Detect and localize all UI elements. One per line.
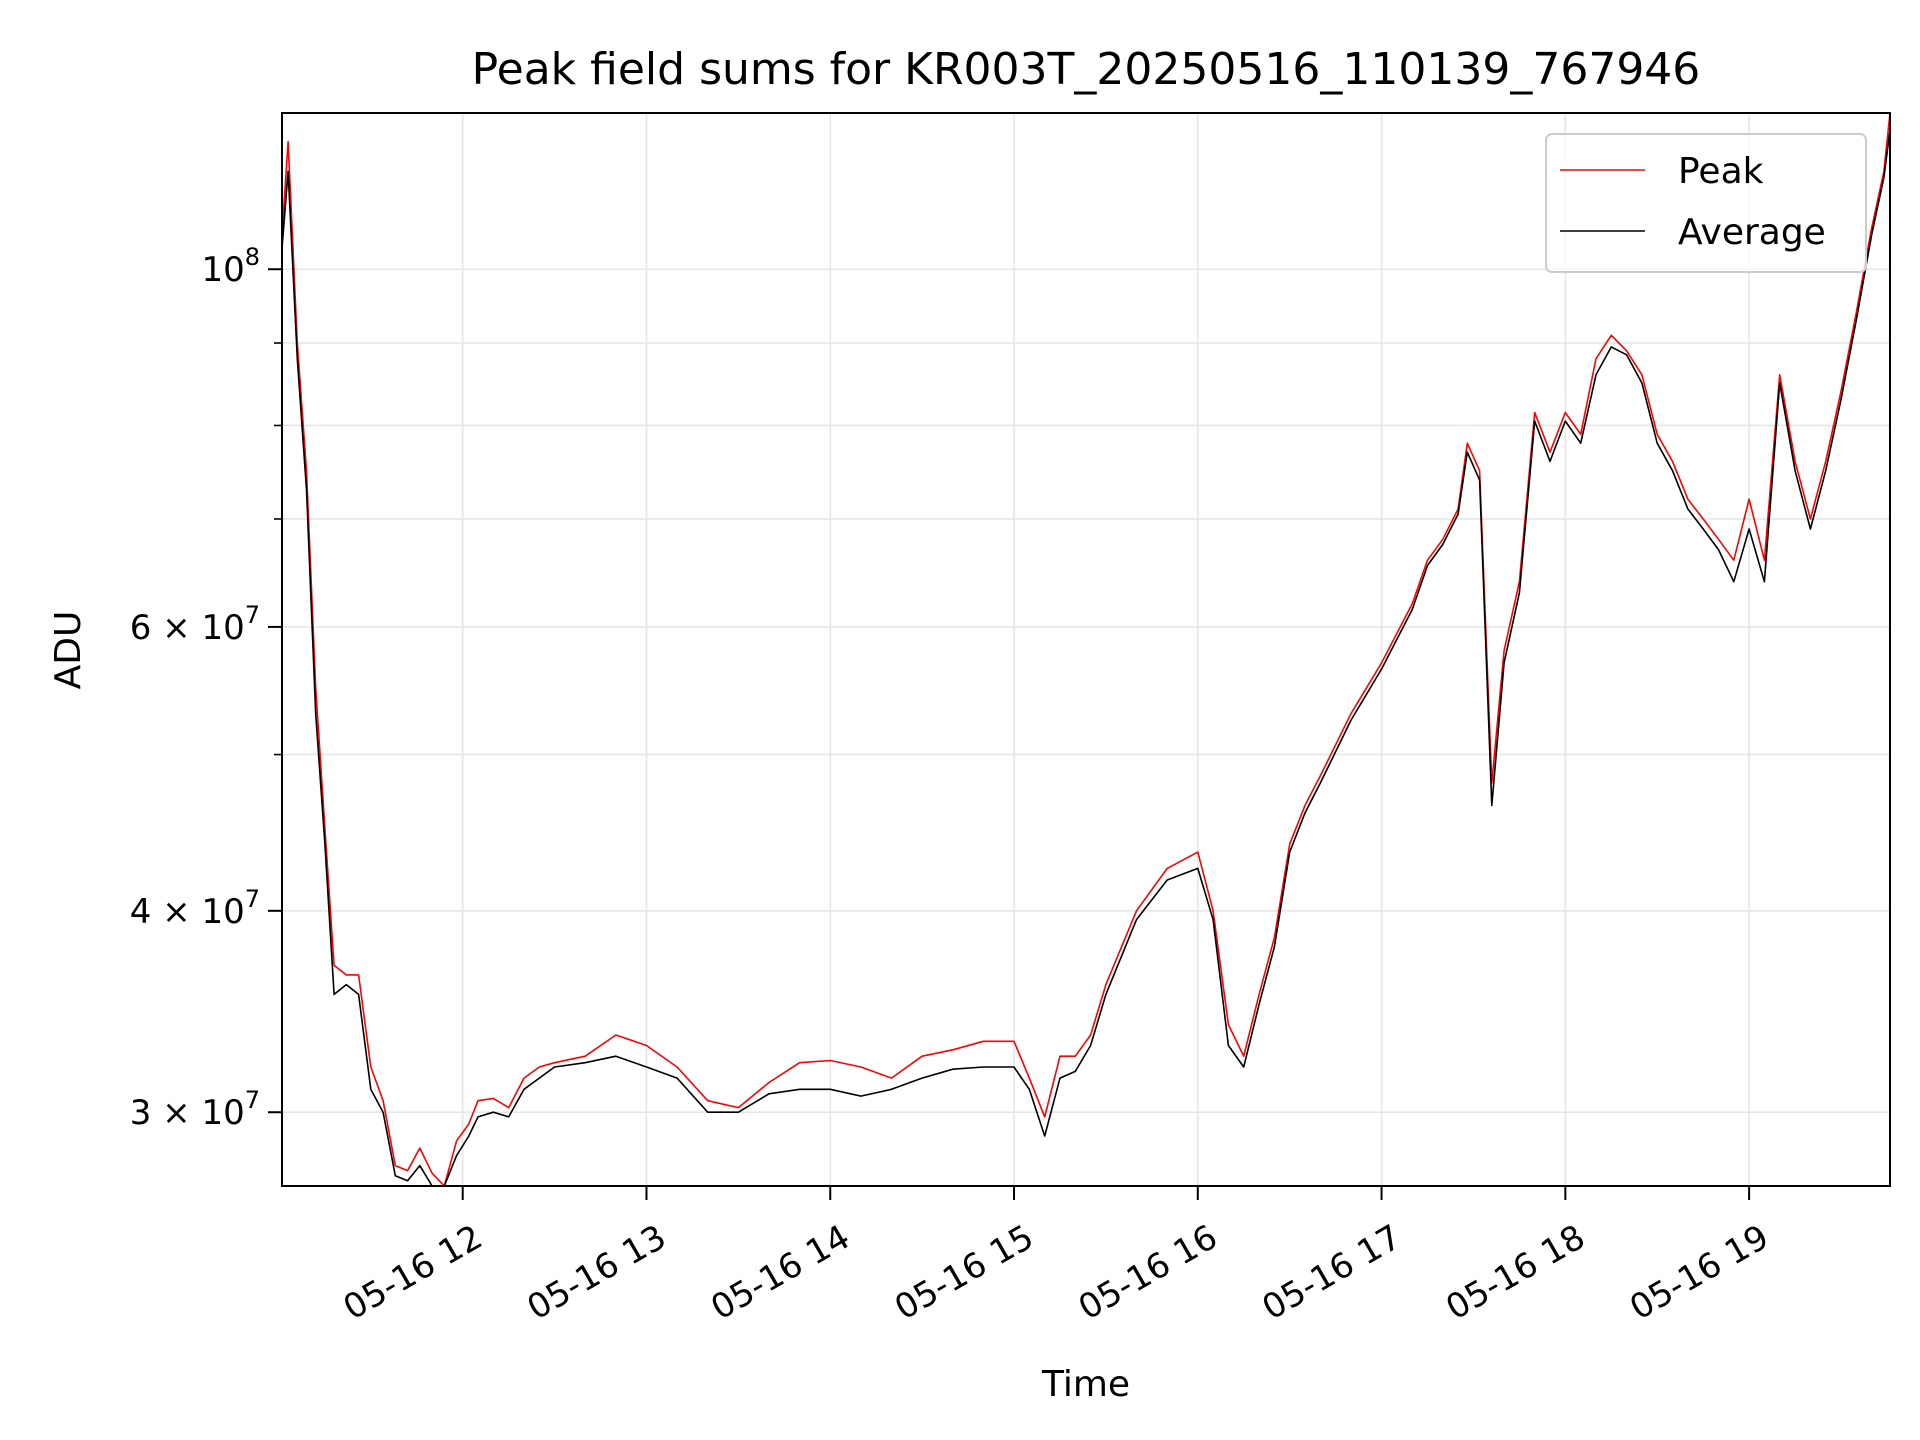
chart-title: Peak field sums for KR003T_20250516_1101… (472, 44, 1701, 95)
plot-frame (281, 112, 1891, 1187)
y-axis: 3 × 107 4 × 107 6 × 107 108 (130, 243, 282, 1133)
y-tick-label: 6 × 107 (130, 601, 260, 648)
series-layer (281, 112, 1891, 1187)
y-axis-label: ADU (48, 611, 89, 690)
x-axis-label: Time (1041, 1364, 1130, 1405)
y-tick-label: 3 × 107 (130, 1086, 260, 1133)
series-line-peak (281, 112, 1891, 1187)
legend-label-average: Average (1678, 212, 1826, 253)
legend-box (1545, 133, 1867, 273)
legend: Peak Average (1545, 133, 1867, 273)
y-tick-label: 4 × 107 (130, 885, 260, 932)
series-line-average (281, 129, 1891, 1187)
legend-label-peak: Peak (1678, 151, 1764, 192)
y-tick-label: 108 (201, 243, 260, 290)
grid (282, 113, 1890, 1186)
